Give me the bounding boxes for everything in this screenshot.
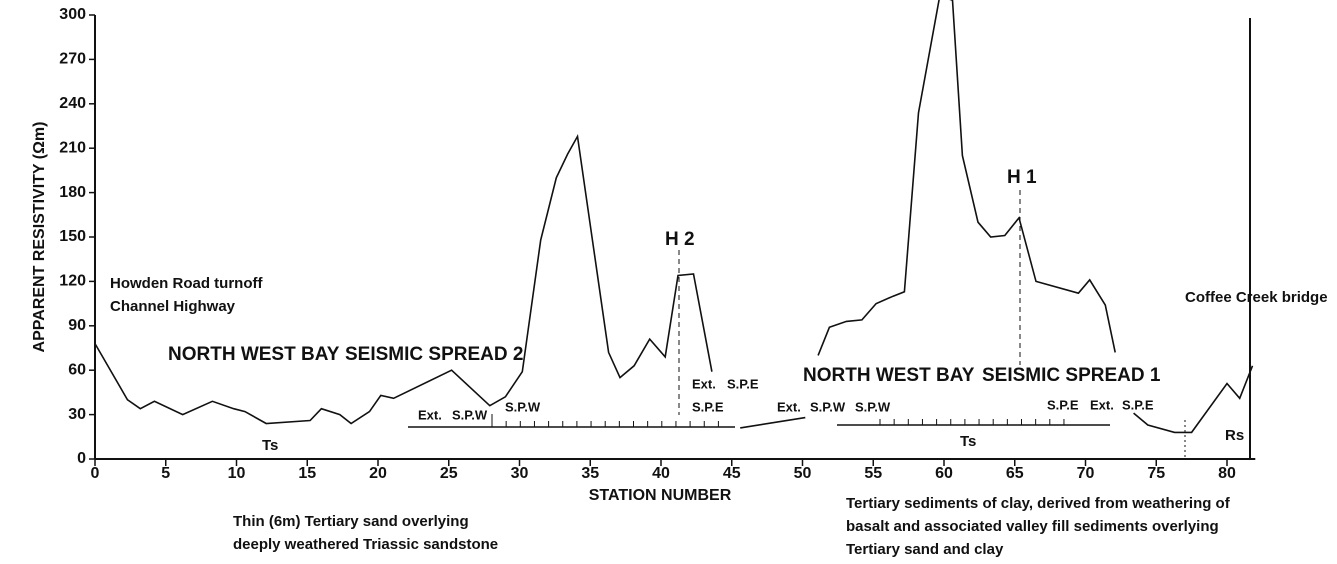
x-tick-label: 30 bbox=[511, 465, 529, 482]
x-tick-label: 80 bbox=[1218, 465, 1236, 482]
annotation: S.P.E bbox=[1047, 397, 1079, 412]
x-tick-label: 0 bbox=[91, 465, 100, 482]
x-tick-label: 75 bbox=[1147, 465, 1165, 482]
annotation: Howden Road turnoff bbox=[110, 275, 263, 292]
annotation: Ext. bbox=[418, 407, 442, 422]
annotation: H 1 bbox=[1007, 167, 1037, 188]
annotation: SEISMIC SPREAD 1 bbox=[982, 365, 1161, 386]
annotation: S.P.W bbox=[810, 399, 846, 414]
annotation: Tertiary sand and clay bbox=[846, 541, 1004, 558]
annotation: basalt and associated valley fill sedime… bbox=[846, 518, 1219, 535]
x-tick-label: 40 bbox=[652, 465, 670, 482]
y-tick-label: 150 bbox=[59, 228, 86, 245]
x-tick-label: 60 bbox=[935, 465, 953, 482]
resistivity-line bbox=[94, 0, 1254, 434]
x-tick-label: 35 bbox=[581, 465, 599, 482]
annotation: NORTH WEST BAY bbox=[803, 365, 975, 386]
y-tick-label: 90 bbox=[68, 317, 86, 334]
annotation: Thin (6m) Tertiary sand overlying bbox=[233, 513, 469, 530]
y-tick-label: 120 bbox=[59, 273, 86, 290]
annotation: S.P.E bbox=[727, 376, 759, 391]
annotation: Ext. bbox=[1090, 397, 1114, 412]
y-tick-label: 0 bbox=[77, 450, 86, 467]
annotation: NORTH WEST BAY bbox=[168, 344, 340, 365]
y-tick-label: 210 bbox=[59, 139, 86, 156]
annotation: Ts bbox=[262, 437, 278, 454]
annotation: deeply weathered Triassic sandstone bbox=[233, 536, 498, 553]
x-axis-label: STATION NUMBER bbox=[589, 487, 732, 504]
x-tick-label: 20 bbox=[369, 465, 387, 482]
x-tick-label: 15 bbox=[298, 465, 316, 482]
y-tick-label: 30 bbox=[68, 406, 86, 423]
x-tick-label: 65 bbox=[1006, 465, 1024, 482]
annotation: Ext. bbox=[692, 376, 716, 391]
annotation: Rs bbox=[1225, 427, 1244, 444]
annotation: S.P.W bbox=[505, 399, 541, 414]
annotation: Ext. bbox=[777, 399, 801, 414]
annotation: Coffee Creek bridge bbox=[1185, 289, 1328, 306]
x-tick-label: 50 bbox=[794, 465, 812, 482]
x-tick-label: 25 bbox=[440, 465, 458, 482]
y-tick-label: 300 bbox=[59, 6, 86, 23]
annotation: Tertiary sediments of clay, derived from… bbox=[846, 495, 1231, 512]
x-tick-label: 55 bbox=[864, 465, 882, 482]
annotation: S.P.W bbox=[855, 399, 891, 414]
x-tick-label: 5 bbox=[161, 465, 170, 482]
annotation: S.P.E bbox=[692, 399, 724, 414]
x-tick-label: 10 bbox=[228, 465, 246, 482]
annotation: Channel Highway bbox=[110, 298, 236, 315]
y-tick-label: 240 bbox=[59, 95, 86, 112]
y-tick-label: 180 bbox=[59, 184, 86, 201]
x-tick-label: 70 bbox=[1077, 465, 1095, 482]
y-axis-label: APPARENT RESISTIVITY (Ωm) bbox=[31, 122, 48, 353]
annotation: H 2 bbox=[665, 229, 695, 250]
annotation: S.P.E bbox=[1122, 397, 1154, 412]
annotation: S.P.W bbox=[452, 407, 488, 422]
annotation: SEISMIC SPREAD 2 bbox=[345, 344, 523, 365]
x-tick-label: 45 bbox=[723, 465, 741, 482]
y-tick-label: 270 bbox=[59, 51, 86, 68]
annotation: Ts bbox=[960, 433, 976, 450]
y-tick-label: 60 bbox=[68, 361, 86, 378]
